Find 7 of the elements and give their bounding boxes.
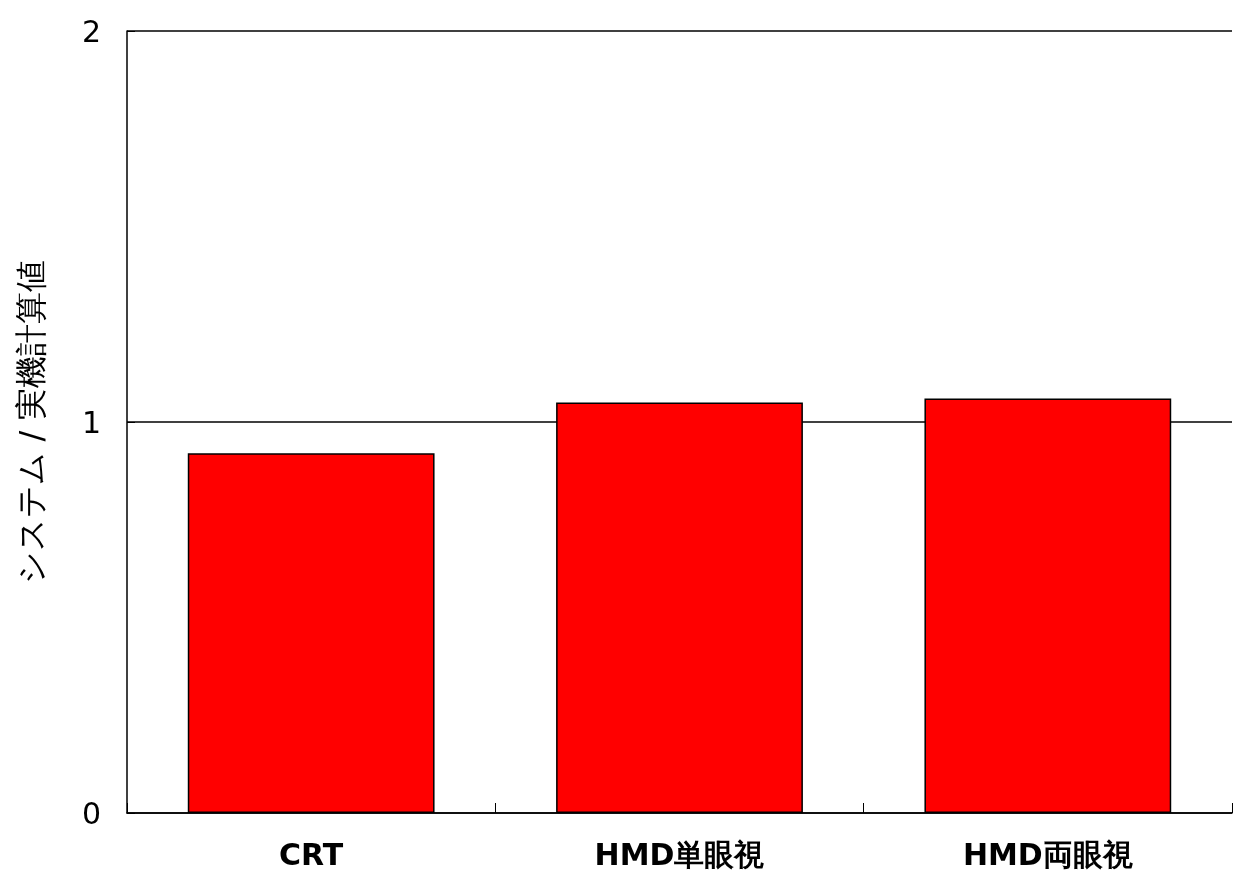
y-tick-label: 1	[81, 404, 101, 440]
y-tick-label: 2	[81, 13, 101, 49]
x-tick-label: CRT	[279, 836, 344, 872]
x-tick-label: HMD単眼視	[594, 836, 765, 872]
x-tick-label: HMD両眼視	[962, 836, 1133, 872]
y-tick-label: 0	[81, 795, 101, 831]
y-axis-title: システム / 実機計算値	[12, 260, 50, 584]
